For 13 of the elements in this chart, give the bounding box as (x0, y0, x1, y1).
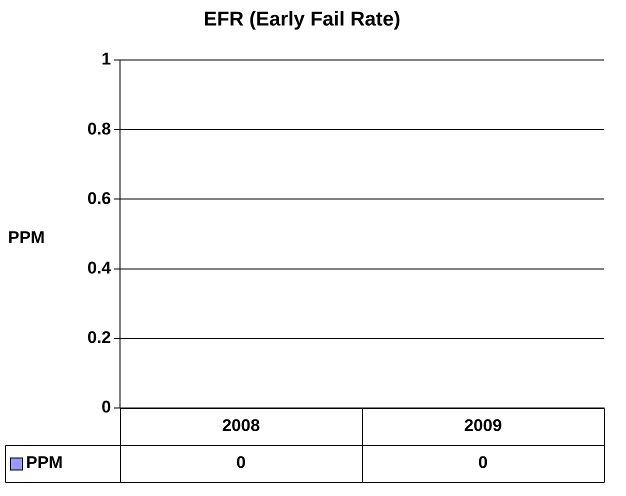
x-tick-label: 2008 (222, 416, 260, 436)
legend-label: PPM (26, 453, 63, 472)
y-tick-label: 0.6 (87, 188, 111, 208)
x-tick-label: 2009 (464, 416, 502, 436)
chart-title: EFR (Early Fail Rate) (204, 8, 400, 31)
y-tick-label: 0.2 (87, 328, 111, 348)
data-label: 0 (236, 453, 246, 472)
y-axis-title: PPM (8, 228, 45, 248)
y-tick-label: 0.4 (87, 258, 112, 278)
y-tick-label: 0.8 (87, 119, 111, 138)
y-tick-label: 1 (102, 50, 111, 69)
data-label: 0 (478, 453, 488, 472)
y-tick-label: 0 (102, 398, 111, 417)
